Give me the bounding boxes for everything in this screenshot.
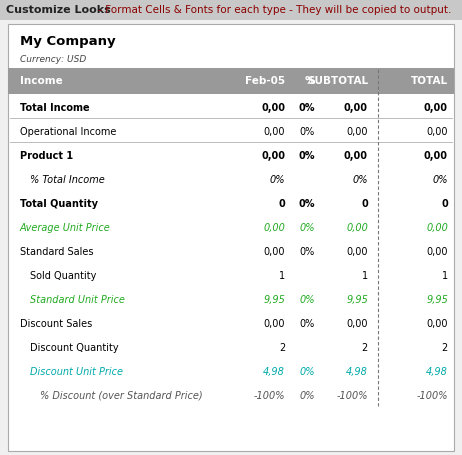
Text: 0%: 0% [299, 391, 315, 401]
Text: 0,00: 0,00 [263, 223, 285, 233]
Text: 0,00: 0,00 [426, 319, 448, 329]
Text: 0,00: 0,00 [424, 103, 448, 113]
Text: Customize Looks: Customize Looks [6, 5, 111, 15]
Text: 1: 1 [442, 271, 448, 281]
Text: 0,00: 0,00 [344, 103, 368, 113]
Text: % Total Income: % Total Income [30, 175, 105, 185]
Text: 0%: 0% [269, 175, 285, 185]
Text: Standard Unit Price: Standard Unit Price [30, 295, 125, 305]
Text: My Company: My Company [20, 35, 116, 49]
Text: 0: 0 [441, 199, 448, 209]
Text: 0,00: 0,00 [261, 103, 285, 113]
Text: Product 1: Product 1 [20, 151, 73, 161]
Text: 0%: 0% [299, 295, 315, 305]
Text: %: % [304, 76, 315, 86]
Text: 0,00: 0,00 [346, 319, 368, 329]
Text: Operational Income: Operational Income [20, 127, 116, 137]
Text: 0,00: 0,00 [261, 151, 285, 161]
Text: 0,00: 0,00 [424, 151, 448, 161]
Text: Total Quantity: Total Quantity [20, 199, 98, 209]
Text: 1: 1 [279, 271, 285, 281]
Text: 0,00: 0,00 [263, 319, 285, 329]
Text: 0%: 0% [298, 151, 315, 161]
Text: 0,00: 0,00 [346, 247, 368, 257]
Text: 9,95: 9,95 [426, 295, 448, 305]
Text: 4,98: 4,98 [263, 367, 285, 377]
Text: 0: 0 [278, 199, 285, 209]
Text: Average Unit Price: Average Unit Price [20, 223, 111, 233]
Text: 0%: 0% [300, 319, 315, 329]
Text: 0%: 0% [353, 175, 368, 185]
Text: 2: 2 [362, 343, 368, 353]
Text: 2: 2 [442, 343, 448, 353]
Text: -100%: -100% [417, 391, 448, 401]
Text: 4,98: 4,98 [426, 367, 448, 377]
Text: 4,98: 4,98 [346, 367, 368, 377]
Text: 1: 1 [362, 271, 368, 281]
Text: 0%: 0% [300, 127, 315, 137]
Text: -100%: -100% [336, 391, 368, 401]
Text: 0%: 0% [299, 223, 315, 233]
Text: 0,00: 0,00 [426, 247, 448, 257]
Text: Total Income: Total Income [20, 103, 90, 113]
Text: % Discount (over Standard Price): % Discount (over Standard Price) [40, 391, 203, 401]
Text: 0%: 0% [299, 367, 315, 377]
Text: Standard Sales: Standard Sales [20, 247, 93, 257]
Text: Discount Unit Price: Discount Unit Price [30, 367, 123, 377]
Text: 0: 0 [361, 199, 368, 209]
Text: TOTAL: TOTAL [411, 76, 448, 86]
Text: Income: Income [20, 76, 63, 86]
Text: 9,95: 9,95 [346, 295, 368, 305]
Bar [0, 0, 462, 20]
Text: Currency: USD: Currency: USD [20, 56, 86, 65]
Text: SUBTOTAL: SUBTOTAL [307, 76, 368, 86]
Text: - Format Cells & Fonts for each type - They will be copied to output.: - Format Cells & Fonts for each type - T… [95, 5, 451, 15]
Text: 0,00: 0,00 [344, 151, 368, 161]
Text: -100%: -100% [254, 391, 285, 401]
Text: Sold Quantity: Sold Quantity [30, 271, 97, 281]
Text: 0%: 0% [298, 199, 315, 209]
Text: Discount Quantity: Discount Quantity [30, 343, 119, 353]
Text: 9,95: 9,95 [263, 295, 285, 305]
Text: 0,00: 0,00 [263, 247, 285, 257]
Text: 0,00: 0,00 [346, 127, 368, 137]
Text: 0,00: 0,00 [426, 127, 448, 137]
Text: 0,00: 0,00 [426, 223, 448, 233]
Text: 0,00: 0,00 [346, 223, 368, 233]
Text: 0%: 0% [298, 103, 315, 113]
Text: Feb-05: Feb-05 [245, 76, 285, 86]
Text: 0,00: 0,00 [263, 127, 285, 137]
Text: 0%: 0% [432, 175, 448, 185]
Text: 2: 2 [279, 343, 285, 353]
Text: Discount Sales: Discount Sales [20, 319, 92, 329]
Text: 0%: 0% [300, 247, 315, 257]
Bar [8, 68, 454, 94]
